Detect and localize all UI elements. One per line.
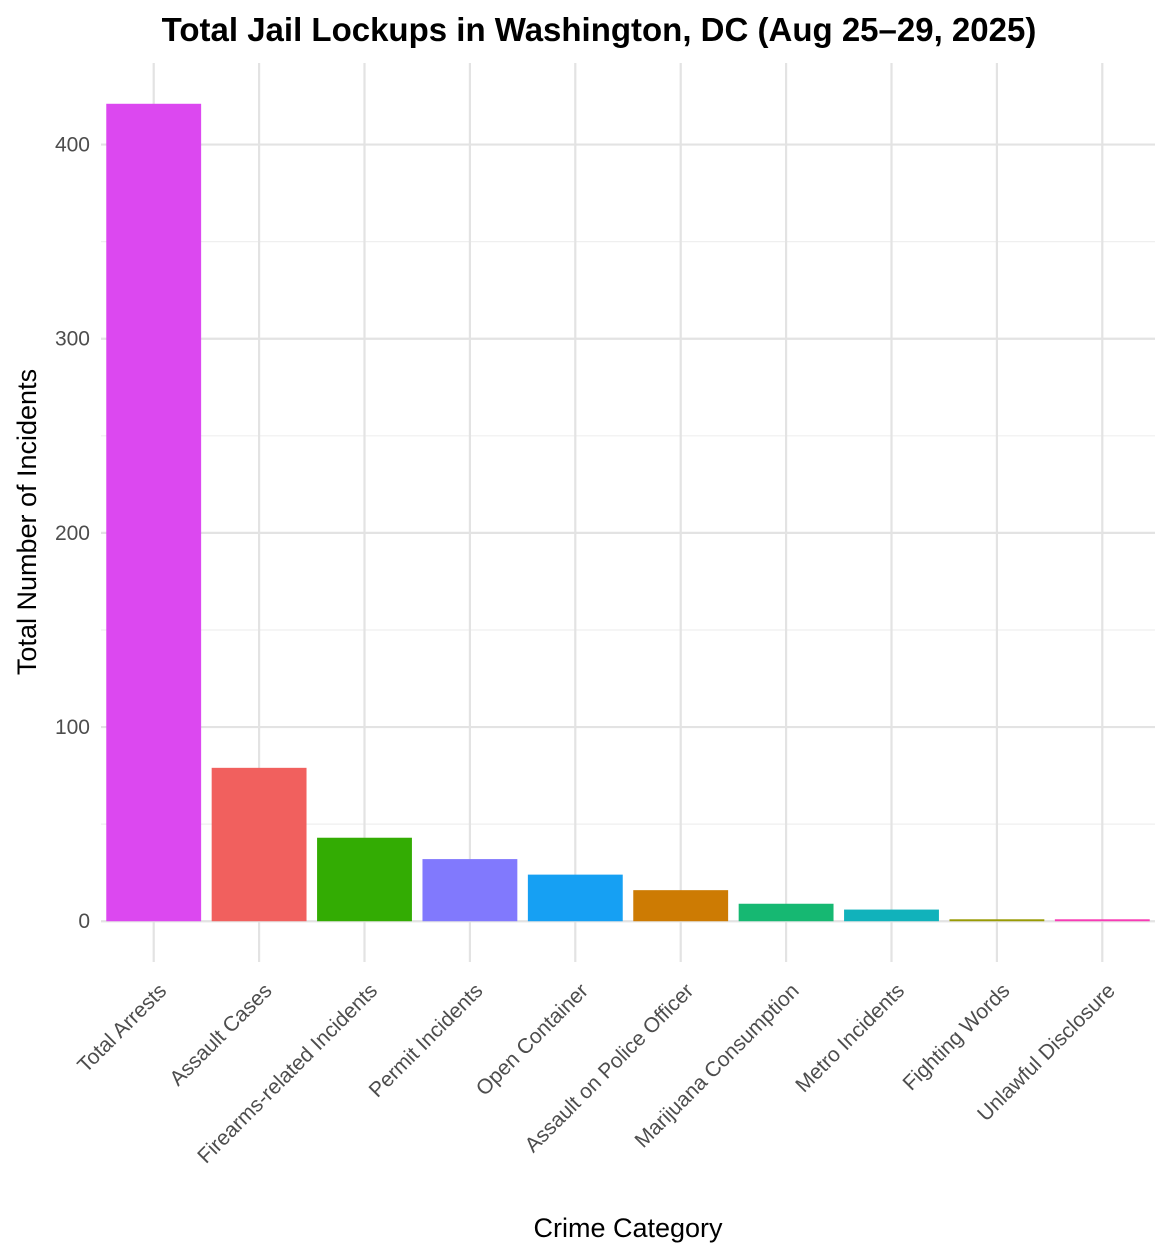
- bar: [422, 859, 518, 922]
- x-tick-label: Fighting Words: [899, 979, 1015, 1095]
- grid-lines: [101, 63, 1155, 962]
- chart-title: Total Jail Lockups in Washington, DC (Au…: [162, 11, 1037, 48]
- bar: [1054, 919, 1150, 922]
- y-tick-label: 100: [55, 716, 90, 739]
- bar: [106, 103, 202, 922]
- y-tick-label: 400: [55, 134, 90, 157]
- x-tick-label: Assault Cases: [165, 979, 276, 1090]
- x-tick-label: Firearms-related Incidents: [193, 979, 382, 1168]
- bar: [211, 767, 307, 922]
- x-tick-label: Permit Incidents: [365, 979, 488, 1102]
- bar: [844, 909, 939, 922]
- bar: [633, 890, 729, 922]
- y-tick-label: 300: [55, 328, 90, 351]
- y-axis-title: Total Number of Incidents: [12, 369, 42, 675]
- x-tick-label: Metro Incidents: [791, 979, 909, 1097]
- bars: [106, 103, 1150, 922]
- x-tick-label: Total Arrests: [73, 979, 171, 1077]
- x-tick-label: Open Container: [472, 979, 593, 1100]
- y-axis-ticks: 0 100 200 300 400: [55, 134, 90, 934]
- bar: [317, 837, 412, 922]
- y-tick-label: 0: [78, 910, 90, 933]
- y-tick-label: 200: [55, 522, 90, 545]
- bar: [738, 903, 834, 922]
- bar: [949, 919, 1045, 922]
- x-axis-title: Crime Category: [533, 1213, 723, 1243]
- bar: [527, 874, 623, 922]
- x-tick-label: Assault on Police Officer: [520, 979, 698, 1157]
